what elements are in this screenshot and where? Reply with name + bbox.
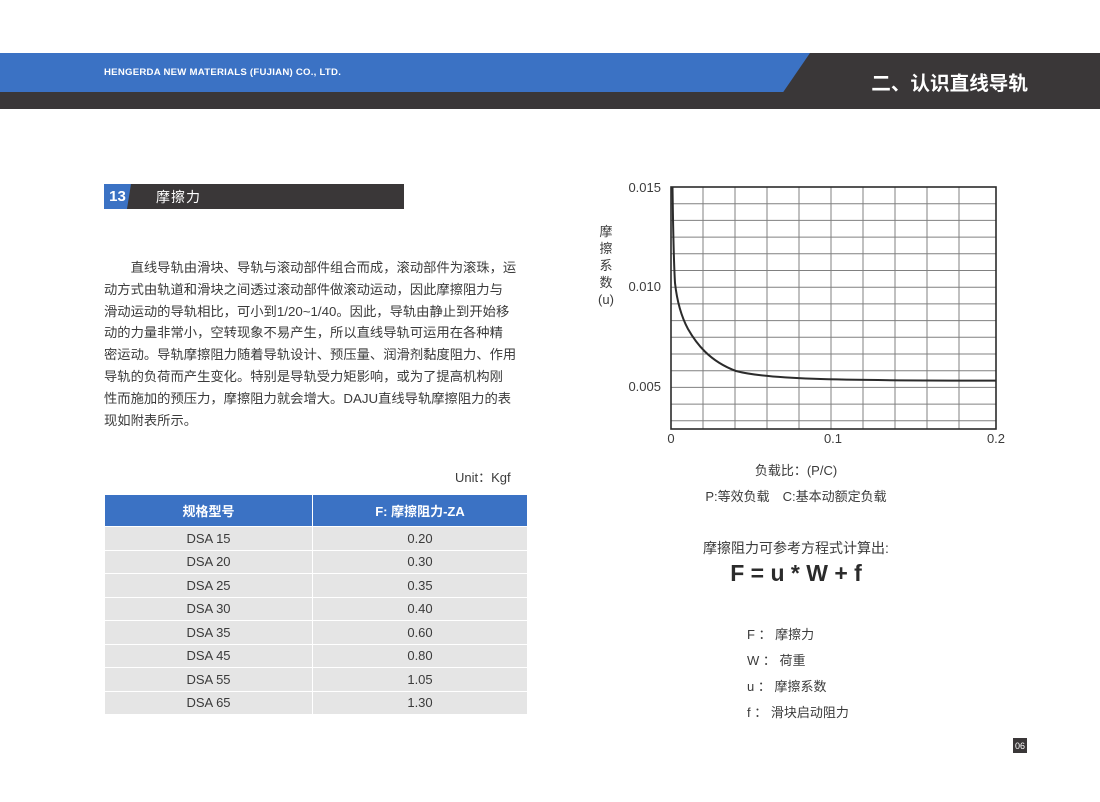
- svg-text:0.2: 0.2: [987, 431, 1005, 446]
- svg-text:0.015: 0.015: [628, 180, 661, 195]
- svg-text:0.1: 0.1: [824, 431, 842, 446]
- svg-text:0.005: 0.005: [628, 379, 661, 394]
- svg-text:0.010: 0.010: [628, 279, 661, 294]
- svg-text:0: 0: [667, 431, 674, 446]
